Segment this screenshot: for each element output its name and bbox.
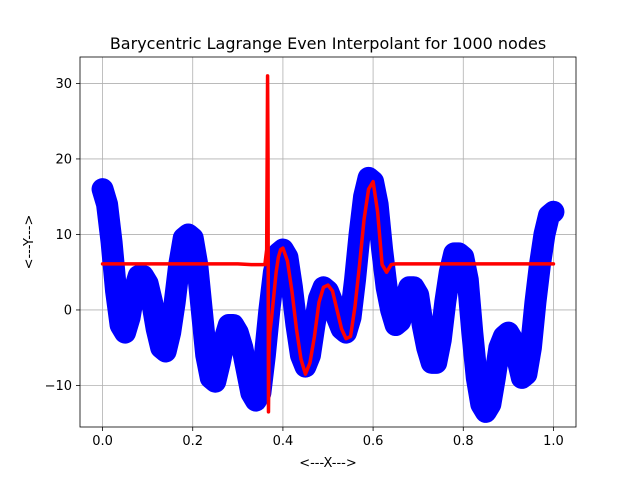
plot-frame: [79, 56, 577, 428]
x-tick-label: 0.6: [363, 434, 384, 449]
chart-title: Barycentric Lagrange Even Interpolant fo…: [110, 34, 546, 53]
x-tick-label: 0.2: [182, 434, 203, 449]
axis-ticks: 0.0 0.2 0.4 0.6 0.8 1.0 −10 0 10 20 30: [45, 77, 564, 449]
y-tick-label: 0: [64, 303, 72, 318]
x-tick-label: 0.4: [273, 434, 294, 449]
y-tick-label: 30: [55, 77, 72, 92]
series-1-line: [100, 74, 556, 414]
x-tick-label: 0.0: [92, 434, 113, 449]
y-axis-label: <---Y--->: [22, 215, 37, 270]
series-0-line: [91, 166, 565, 423]
x-axis-label: <---X--->: [299, 456, 357, 471]
x-tick-label: 0.8: [453, 434, 474, 449]
y-tick-label: 20: [55, 152, 72, 167]
x-tick-label: 1.0: [543, 434, 564, 449]
plot-series: [91, 74, 565, 423]
y-tick-label: 10: [55, 228, 72, 243]
y-tick-label: −10: [45, 379, 72, 394]
